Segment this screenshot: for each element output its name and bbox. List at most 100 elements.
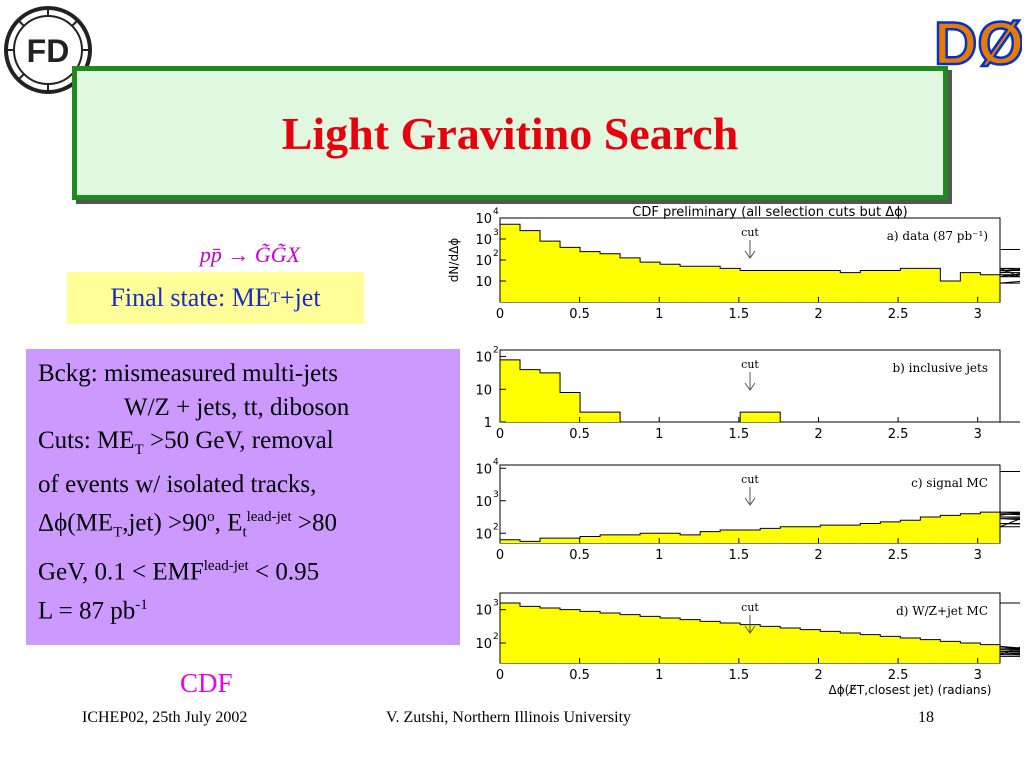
hist-bar bbox=[840, 633, 861, 663]
hist-bar bbox=[700, 266, 721, 302]
y-tick-sup: 3 bbox=[493, 599, 499, 609]
hist-bar bbox=[660, 618, 681, 663]
hist-bar bbox=[680, 266, 701, 302]
x-tick-label: 0.5 bbox=[569, 307, 590, 322]
hist-bar bbox=[760, 270, 781, 302]
hist-bar bbox=[540, 608, 561, 663]
x-tick-label: 1 bbox=[655, 427, 663, 442]
hist-bar bbox=[760, 626, 781, 663]
hist-bar bbox=[840, 525, 861, 543]
y-tick-sup: 4 bbox=[493, 457, 499, 467]
x-tick-label: 1.5 bbox=[729, 668, 750, 683]
y-tick-label: 10 bbox=[475, 254, 492, 269]
hist-bar bbox=[820, 270, 841, 302]
x-tick-label: 2.5 bbox=[888, 307, 909, 322]
background-cuts-box: Bckg: mismeasured multi-jets W/Z + jets,… bbox=[26, 349, 460, 645]
hist-bar bbox=[980, 644, 1000, 663]
hist-bar bbox=[920, 268, 941, 302]
x-tick-label: 3 bbox=[974, 307, 982, 322]
bg-line-5: Δϕ(MET,jet) >90o, Etlead-jet >80 bbox=[38, 509, 337, 541]
y-tick-label: 10 bbox=[475, 275, 492, 290]
hist-bar bbox=[500, 359, 521, 422]
histogram-panels: CDF preliminary (all selection cuts but … bbox=[447, 205, 1020, 697]
hist-bar bbox=[980, 512, 1000, 543]
hist-bar bbox=[920, 639, 941, 663]
hist-bar bbox=[720, 530, 741, 543]
hist-bar bbox=[620, 257, 641, 302]
hist-bar bbox=[840, 272, 861, 302]
x-tick-label: 0.5 bbox=[569, 548, 590, 563]
hist-outline bbox=[499, 223, 1020, 302]
chart-title: CDF preliminary (all selection cuts but … bbox=[632, 205, 908, 220]
cut-arrowhead bbox=[744, 250, 756, 259]
hist-outline bbox=[499, 359, 1020, 423]
cut-label: cut bbox=[741, 473, 759, 486]
final-state-prefix: Final state: ME bbox=[110, 283, 271, 312]
hist-bar bbox=[540, 241, 561, 302]
x-tick-label: 1 bbox=[655, 307, 663, 322]
x-tick-label: 1.5 bbox=[729, 307, 750, 322]
hist-bar bbox=[540, 372, 561, 422]
hist-bar bbox=[940, 281, 961, 302]
hist-bar bbox=[560, 609, 581, 663]
hist-outline bbox=[499, 602, 1020, 663]
hist-bar bbox=[780, 526, 801, 543]
hist-bar bbox=[900, 638, 921, 663]
cdf-label: CDF bbox=[180, 668, 233, 698]
hist-bar bbox=[700, 531, 721, 543]
y-tick-sup: 2 bbox=[493, 632, 499, 642]
bg-line-2: W/Z + jets, tt, diboson bbox=[124, 393, 350, 421]
hist-outline bbox=[499, 471, 1020, 543]
x-tick-label: 3 bbox=[974, 427, 982, 442]
y-axis-label: dN/dΔϕ bbox=[447, 238, 461, 282]
hist-bar bbox=[520, 230, 541, 302]
x-tick-label: 0 bbox=[496, 668, 504, 683]
y-tick-sup: 2 bbox=[493, 522, 499, 532]
hist-bar bbox=[640, 262, 661, 302]
y-tick-label: 10 bbox=[475, 212, 492, 227]
panel-label: b) inclusive jets bbox=[892, 361, 988, 375]
hist-bar bbox=[760, 412, 781, 422]
hist-bar bbox=[880, 270, 901, 302]
footer-left: ICHEP02, 25th July 2002 bbox=[82, 709, 248, 726]
title-box: Light Gravitino Search bbox=[72, 66, 948, 200]
hist-bar bbox=[960, 272, 981, 302]
x-tick-label: 2.5 bbox=[888, 548, 909, 563]
y-tick-label: 10 bbox=[475, 351, 492, 366]
hist-bar bbox=[860, 634, 881, 663]
x-tick-label: 2 bbox=[814, 548, 822, 563]
hist-bar bbox=[680, 534, 701, 543]
hist-bar bbox=[800, 526, 821, 543]
fermilab-logo: FD bbox=[4, 6, 92, 94]
y-tick-label: 10 bbox=[475, 383, 492, 398]
y-tick-sup: 3 bbox=[493, 228, 499, 238]
slide-title: Light Gravitino Search bbox=[281, 107, 739, 159]
hist-bar bbox=[720, 268, 741, 302]
x-tick-label: 1.5 bbox=[729, 548, 750, 563]
x-tick-label: 0 bbox=[496, 307, 504, 322]
hist-bar bbox=[980, 274, 1000, 302]
hist-bar bbox=[880, 521, 901, 543]
x-tick-label: 2 bbox=[814, 427, 822, 442]
x-tick-label: 1 bbox=[655, 548, 663, 563]
hist-bar bbox=[780, 270, 801, 302]
d0-logo: DØ bbox=[936, 9, 1022, 79]
cut-label: cut bbox=[741, 226, 759, 239]
hist-bar bbox=[900, 520, 921, 543]
final-state-suffix: +jet bbox=[279, 283, 321, 312]
hist-bar bbox=[800, 270, 821, 302]
hist-bar bbox=[600, 613, 621, 663]
final-state-sub: T bbox=[270, 289, 280, 306]
y-tick-sup: 2 bbox=[493, 249, 499, 259]
hist-bar bbox=[940, 515, 961, 543]
hist-bar bbox=[520, 541, 541, 543]
y-tick-label: 1 bbox=[484, 416, 492, 431]
hist-bar bbox=[820, 525, 841, 543]
cut-arrowhead bbox=[744, 625, 756, 634]
x-tick-label: 2 bbox=[814, 307, 822, 322]
y-tick-label: 10 bbox=[475, 604, 492, 619]
y-tick-label: 10 bbox=[475, 637, 492, 652]
cut-label: cut bbox=[741, 358, 759, 371]
hist-bar bbox=[560, 538, 581, 543]
hist-bar bbox=[800, 629, 821, 663]
